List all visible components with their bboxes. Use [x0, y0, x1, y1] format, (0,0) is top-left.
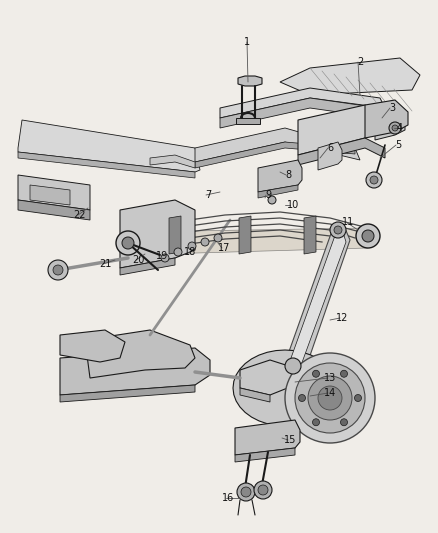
- Polygon shape: [365, 100, 408, 138]
- Polygon shape: [220, 88, 385, 118]
- Polygon shape: [240, 360, 295, 395]
- Polygon shape: [258, 185, 298, 198]
- Polygon shape: [18, 120, 200, 172]
- Circle shape: [366, 172, 382, 188]
- Text: 2: 2: [357, 57, 363, 67]
- Text: 7: 7: [205, 190, 211, 200]
- Polygon shape: [169, 216, 181, 254]
- Polygon shape: [235, 420, 300, 455]
- Polygon shape: [291, 229, 346, 368]
- Circle shape: [48, 260, 68, 280]
- Polygon shape: [195, 128, 360, 162]
- Text: 15: 15: [284, 435, 296, 445]
- Circle shape: [295, 363, 365, 433]
- Circle shape: [122, 237, 134, 249]
- Circle shape: [285, 353, 375, 443]
- Polygon shape: [236, 118, 260, 124]
- Circle shape: [330, 222, 346, 238]
- Circle shape: [174, 248, 182, 256]
- Polygon shape: [286, 226, 350, 372]
- Text: 14: 14: [324, 388, 336, 398]
- Circle shape: [356, 224, 380, 248]
- Polygon shape: [220, 98, 380, 128]
- Polygon shape: [60, 348, 210, 395]
- Polygon shape: [238, 76, 262, 86]
- Text: 3: 3: [389, 103, 395, 113]
- Polygon shape: [233, 350, 337, 426]
- Circle shape: [312, 419, 319, 426]
- Polygon shape: [258, 160, 302, 192]
- Polygon shape: [280, 58, 420, 95]
- Circle shape: [285, 358, 301, 374]
- Circle shape: [214, 234, 222, 242]
- Text: 10: 10: [287, 200, 299, 210]
- Polygon shape: [120, 258, 175, 275]
- Text: 13: 13: [324, 373, 336, 383]
- Circle shape: [340, 419, 347, 426]
- Text: 20: 20: [132, 255, 144, 265]
- Polygon shape: [60, 330, 125, 362]
- Circle shape: [241, 487, 251, 497]
- Text: 18: 18: [184, 247, 196, 257]
- Text: 9: 9: [265, 190, 271, 200]
- Text: 8: 8: [285, 170, 291, 180]
- Text: 4: 4: [397, 123, 403, 133]
- Polygon shape: [128, 228, 368, 255]
- Polygon shape: [18, 200, 90, 220]
- Polygon shape: [239, 216, 251, 254]
- Polygon shape: [85, 330, 195, 378]
- Circle shape: [53, 265, 63, 275]
- Text: 6: 6: [327, 143, 333, 153]
- Polygon shape: [195, 142, 355, 168]
- Polygon shape: [120, 200, 195, 268]
- Polygon shape: [18, 175, 90, 210]
- Polygon shape: [298, 138, 385, 165]
- Text: 11: 11: [342, 217, 354, 227]
- Polygon shape: [235, 448, 295, 462]
- Circle shape: [362, 230, 374, 242]
- Circle shape: [392, 125, 398, 131]
- Circle shape: [116, 231, 140, 255]
- Polygon shape: [18, 152, 195, 178]
- Polygon shape: [298, 105, 388, 155]
- Circle shape: [389, 122, 401, 134]
- Text: 5: 5: [395, 140, 401, 150]
- Text: 17: 17: [218, 243, 230, 253]
- Circle shape: [334, 226, 342, 234]
- Circle shape: [237, 483, 255, 501]
- Circle shape: [161, 254, 169, 262]
- Circle shape: [258, 485, 268, 495]
- Text: 1: 1: [244, 37, 250, 47]
- Polygon shape: [60, 385, 195, 402]
- Circle shape: [308, 376, 352, 420]
- Text: 12: 12: [336, 313, 348, 323]
- Circle shape: [299, 394, 305, 401]
- Polygon shape: [304, 216, 316, 254]
- Polygon shape: [240, 388, 270, 402]
- Polygon shape: [375, 108, 405, 140]
- Circle shape: [318, 386, 342, 410]
- Text: 19: 19: [156, 251, 168, 261]
- Text: 21: 21: [99, 259, 111, 269]
- Circle shape: [312, 370, 319, 377]
- Text: 16: 16: [222, 493, 234, 503]
- Circle shape: [354, 394, 361, 401]
- Circle shape: [370, 176, 378, 184]
- Circle shape: [254, 481, 272, 499]
- Polygon shape: [318, 142, 342, 170]
- Circle shape: [268, 196, 276, 204]
- Circle shape: [201, 238, 209, 246]
- Text: 22: 22: [74, 210, 86, 220]
- Polygon shape: [150, 155, 195, 168]
- Circle shape: [340, 370, 347, 377]
- Circle shape: [188, 242, 196, 250]
- Polygon shape: [30, 185, 70, 205]
